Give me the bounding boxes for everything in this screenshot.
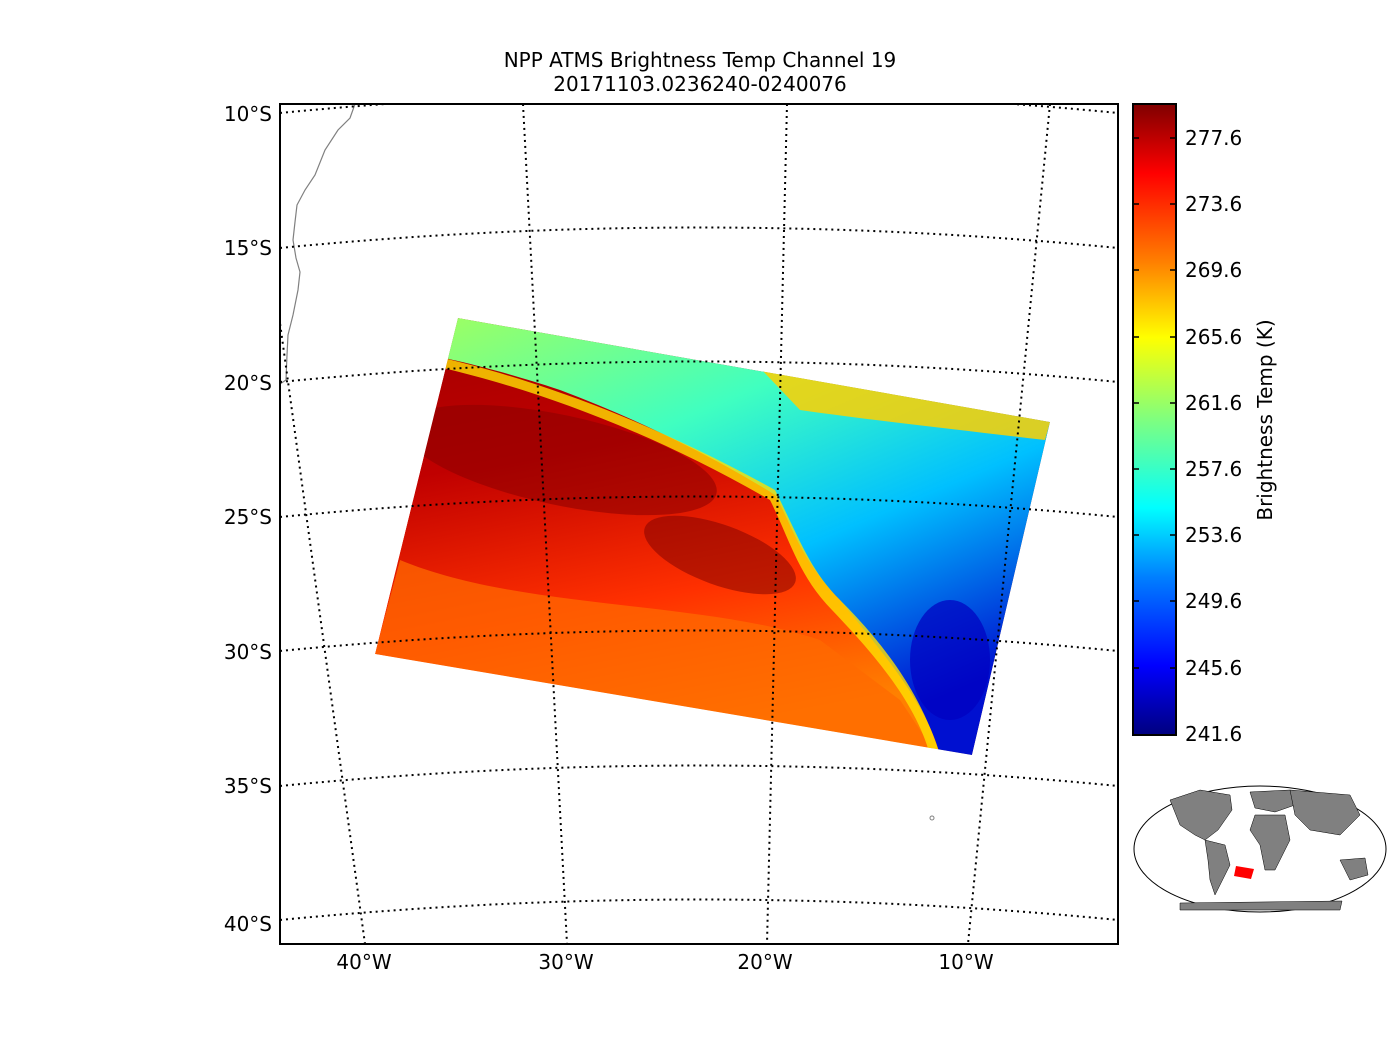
chart-title-line2: 20171103.0236240-0240076 (553, 72, 847, 96)
colorbar-tick-label: 249.6 (1185, 589, 1243, 613)
colorbar-tick-label: 269.6 (1185, 258, 1243, 282)
colorbar-tick-label: 245.6 (1185, 656, 1243, 680)
lat-label-40s: 40°S (223, 912, 272, 936)
colorbar-label: Brightness Temp (K) (1253, 319, 1277, 521)
coastline (280, 104, 356, 385)
lat-label-20s: 20°S (223, 371, 272, 395)
colorbar-ticks (1133, 137, 1176, 669)
colorbar-tick-label: 265.6 (1185, 325, 1243, 349)
lon-label-20w: 20°W (737, 950, 793, 974)
graticule (280, 104, 1118, 944)
colorbar-tick-label: 273.6 (1185, 192, 1243, 216)
inset-world-map (1133, 785, 1387, 913)
lon-label-40w: 40°W (336, 950, 392, 974)
lon-label-10w: 10°W (938, 950, 994, 974)
lat-label-10s: 10°S (223, 102, 272, 126)
lat-label-25s: 25°S (223, 505, 272, 529)
colorbar-tick-label: 277.6 (1185, 126, 1243, 150)
colorbar-tick-label: 241.6 (1185, 722, 1243, 746)
brightness-temp-swath (375, 318, 1050, 755)
colorbar-tick-label: 261.6 (1185, 391, 1243, 415)
lon-label-30w: 30°W (538, 950, 594, 974)
colorbar (1132, 103, 1177, 736)
map-frame (279, 103, 1119, 945)
lat-label-35s: 35°S (223, 774, 272, 798)
colorbar-tick-label: 253.6 (1185, 523, 1243, 547)
lat-label-15s: 15°S (223, 236, 272, 260)
lat-label-30s: 30°S (223, 640, 272, 664)
chart-title-line1: NPP ATMS Brightness Temp Channel 19 (503, 48, 897, 72)
island-marker (929, 815, 935, 821)
inset-swath-highlight (1234, 866, 1254, 879)
colorbar-tick-label: 257.6 (1185, 457, 1243, 481)
